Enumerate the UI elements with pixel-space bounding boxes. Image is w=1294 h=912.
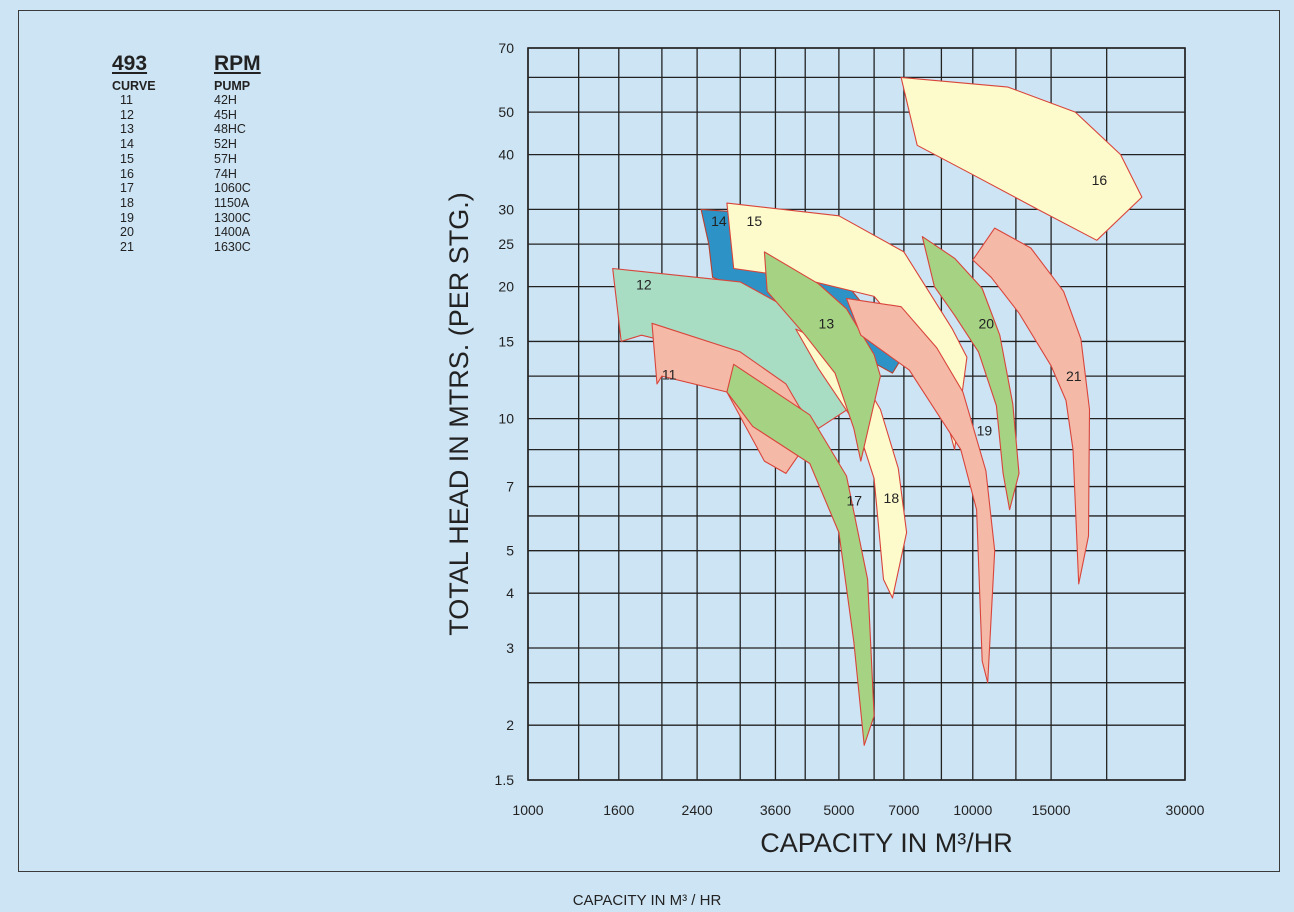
y-tick-label: 10 [498, 411, 514, 427]
regions: 14 16 15 12 11 18 13 17 19 20 21 [612, 76, 1143, 746]
legend-row: 11 42H [112, 93, 280, 108]
y-tick-label: 50 [498, 104, 514, 120]
x-tick-label: 10000 [953, 802, 992, 818]
legend-pump: 57H [214, 151, 237, 166]
legend-column-headers: CURVE PUMP [112, 79, 280, 93]
y-tick-label: 30 [498, 201, 514, 217]
legend-row: 20 1400A [112, 225, 280, 240]
region-label-20: 20 [978, 315, 994, 331]
region-21 [972, 227, 1091, 585]
region-label-15: 15 [747, 213, 763, 229]
legend-curve: 17 [120, 181, 134, 196]
legend-pump: 1400A [214, 225, 251, 240]
rpm-label: RPM [214, 52, 261, 75]
legend-row: 17 1060C [112, 181, 280, 196]
y-axis-title: TOTAL HEAD IN MTRS. (PER STG.) [444, 192, 474, 636]
x-tick-label: 30000 [1166, 802, 1205, 818]
y-tick-label: 4 [506, 585, 514, 601]
legend-pump: 48HC [214, 122, 246, 137]
legend-pump: 52H [214, 137, 237, 152]
legend-pump: 45H [214, 107, 237, 122]
region-20 [921, 236, 1020, 511]
x-tick-label: 7000 [888, 802, 919, 818]
legend-row: 16 74H [112, 167, 280, 182]
legend-curve: 16 [120, 166, 134, 181]
legend-curve: 20 [120, 225, 134, 240]
plot-border [527, 47, 1186, 781]
region-label-14: 14 [711, 213, 727, 229]
x-tick-label: 1600 [603, 802, 634, 818]
legend-row: 18 1150A [112, 196, 280, 211]
region-label-13: 13 [819, 315, 835, 331]
pump-legend: 493 RPM CURVE PUMP 11 42H 12 45H 13 48HC 14 52H… [112, 52, 280, 255]
legend-row: 13 48HC [112, 122, 280, 137]
region-label-17: 17 [846, 493, 862, 509]
y-tick-label: 15 [498, 333, 514, 349]
legend-header: 493 RPM [112, 52, 280, 76]
pump-performance-chart: 14 16 15 12 11 18 13 17 19 20 21 1000 1600 2400 3600 50… [444, 40, 1205, 858]
legend-pump: 42H [214, 93, 237, 107]
legend-pump: 1300C [214, 210, 251, 225]
x-axis-title: CAPACITY IN M³/HR [760, 828, 1013, 858]
x-tick-label: 2400 [682, 802, 713, 818]
legend-row: 21 1630C [112, 240, 280, 255]
legend-curve: 18 [120, 195, 134, 210]
ticks: 1000 1600 2400 3600 5000 7000 10000 15000 30000 1… [495, 40, 1205, 818]
rpm-value: 493 [112, 52, 148, 75]
region-17 [726, 363, 875, 746]
region-13 [763, 251, 881, 462]
y-tick-label: 25 [498, 236, 514, 252]
y-tick-label: 3 [506, 640, 514, 656]
legend-curve: 12 [120, 107, 134, 122]
y-tick-label: 5 [506, 543, 514, 559]
y-tick-label: 1.5 [495, 772, 515, 788]
legend-curve: 11 [120, 93, 133, 107]
legend-curve: 13 [120, 122, 134, 137]
legend-pump: 74H [214, 166, 237, 181]
chart-frame [18, 10, 1280, 872]
legend-pump: 1150A [214, 195, 250, 210]
y-tick-label: 2 [506, 717, 514, 733]
y-tick-label: 7 [506, 479, 514, 495]
legend-curve: 21 [120, 240, 134, 255]
region-label-19: 19 [977, 422, 993, 438]
col-curve: CURVE [112, 79, 156, 93]
legend-row: 14 52H [112, 137, 280, 152]
col-pump: PUMP [214, 79, 251, 93]
legend-row: 15 57H [112, 152, 280, 167]
x-tick-label: 5000 [823, 802, 854, 818]
bottom-caption: CAPACITY IN M³ / HR [572, 892, 722, 909]
legend-curve: 19 [120, 210, 134, 225]
region-label-18: 18 [884, 490, 900, 506]
region-label-21: 21 [1066, 368, 1082, 384]
region-19 [845, 297, 996, 684]
legend-row: 12 45H [112, 108, 280, 123]
legend-row: 19 1300C [112, 211, 280, 226]
y-tick-label: 70 [498, 40, 514, 56]
x-tick-label: 15000 [1032, 802, 1071, 818]
legend-pump: 1630C [214, 240, 251, 255]
x-tick-label: 3600 [760, 802, 791, 818]
region-16 [900, 76, 1143, 241]
region-label-11: 11 [662, 367, 677, 383]
region-label-12: 12 [636, 277, 652, 293]
y-tick-label: 20 [498, 279, 514, 295]
region-label-16: 16 [1092, 172, 1108, 188]
legend-curve: 14 [120, 137, 134, 152]
x-tick-label: 1000 [512, 802, 543, 818]
legend-rows: 11 42H 12 45H 13 48HC 14 52H 15 57H 16 74H 17 1060C 18… [112, 93, 280, 255]
y-tick-label: 40 [498, 147, 514, 163]
legend-curve: 15 [120, 151, 134, 166]
legend-pump: 1060C [214, 181, 251, 196]
